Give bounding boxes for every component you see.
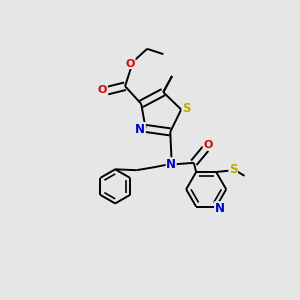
Text: N: N xyxy=(215,202,225,214)
Text: N: N xyxy=(166,158,176,171)
Text: O: O xyxy=(126,58,135,69)
Text: S: S xyxy=(182,102,191,115)
Text: N: N xyxy=(135,122,145,136)
Text: S: S xyxy=(229,164,238,176)
Text: O: O xyxy=(98,85,107,95)
Text: O: O xyxy=(203,140,213,150)
